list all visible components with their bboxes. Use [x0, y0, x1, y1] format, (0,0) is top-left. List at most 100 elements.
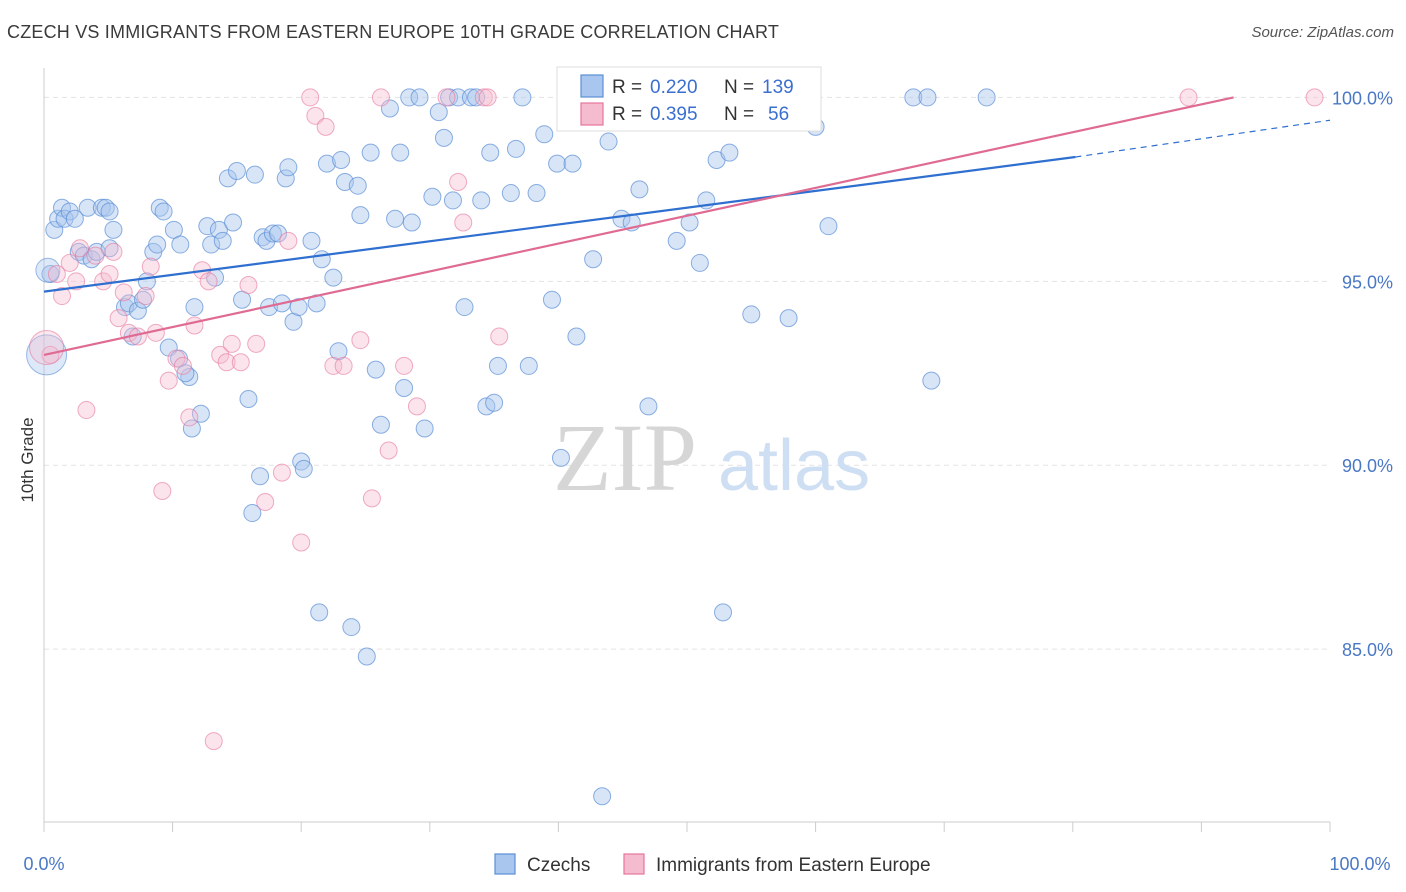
bottom-legend-czech: Czechs	[527, 855, 590, 876]
czech-point	[819, 217, 838, 236]
czech-point	[779, 309, 798, 328]
czech-point	[402, 213, 421, 232]
eastern-point	[316, 117, 335, 136]
czech-point	[391, 143, 410, 162]
czech-point	[148, 235, 167, 254]
czech-point	[922, 371, 941, 390]
czech-point	[78, 198, 97, 217]
eastern-point	[239, 276, 258, 295]
eastern-point	[478, 88, 497, 107]
czech-point	[485, 393, 504, 412]
legend-r-label-czech: R =	[612, 77, 642, 98]
bottom-legend-swatch-eastern	[623, 853, 645, 875]
legend-n-czech: 139	[762, 77, 794, 98]
czech-point	[423, 187, 442, 206]
eastern-points	[29, 88, 1324, 751]
eastern-point	[167, 349, 186, 368]
czech-point	[563, 154, 582, 173]
eastern-point	[217, 353, 236, 372]
eastern-point	[306, 106, 325, 125]
czech-point	[342, 618, 361, 637]
czech-point	[395, 378, 414, 397]
czech-point	[434, 128, 453, 147]
czech-point	[527, 184, 546, 203]
czech-point	[918, 88, 937, 107]
eastern-point	[204, 732, 223, 751]
czech-point	[612, 209, 631, 228]
czech-point	[348, 176, 367, 195]
czech-point	[443, 191, 462, 210]
czech-point	[317, 154, 336, 173]
chart-title: CZECH VS IMMIGRANTS FROM EASTERN EUROPE …	[7, 22, 780, 42]
czech-point	[410, 88, 429, 107]
eastern-point	[173, 356, 192, 375]
czech-point	[292, 452, 311, 471]
eastern-point	[100, 264, 119, 283]
czech-point	[455, 298, 474, 317]
czech-point	[289, 298, 308, 317]
czech-point	[904, 88, 923, 107]
czech-point	[185, 298, 204, 317]
eastern-point	[474, 88, 493, 107]
czech-point	[243, 504, 262, 523]
czech-point	[386, 209, 405, 228]
czech-point	[209, 220, 228, 239]
czech-point	[351, 206, 370, 225]
eastern-trend-line	[43, 96, 1234, 356]
czech-point	[279, 158, 298, 177]
czech-point	[45, 220, 64, 239]
y-tick-label: 85.0%	[1342, 640, 1393, 660]
eastern-point	[371, 88, 390, 107]
eastern-point	[199, 272, 218, 291]
czech-point	[366, 360, 385, 379]
legend-swatch-czech	[580, 74, 604, 98]
czech-point	[269, 224, 288, 243]
czech-point	[251, 467, 270, 486]
czech-point	[690, 253, 709, 272]
eastern-point	[67, 272, 86, 291]
czech-point	[567, 327, 586, 346]
czech-point	[501, 184, 520, 203]
czech-point	[302, 231, 321, 250]
czech-point	[224, 213, 243, 232]
eastern-point	[437, 88, 456, 107]
czech-point	[742, 305, 761, 324]
y-tick-label: 100.0%	[1332, 88, 1393, 108]
czech-point	[128, 301, 147, 320]
czech-point-cluster	[35, 257, 61, 283]
eastern-point	[77, 401, 96, 420]
eastern-point	[222, 334, 241, 353]
czech-point	[100, 202, 119, 221]
legend-r-czech: 0.220	[650, 77, 698, 98]
eastern-point	[60, 253, 79, 272]
eastern-point-cluster	[29, 330, 65, 366]
series-legend: Czechs Immigrants from Eastern Europe	[494, 853, 931, 876]
czech-trend-extension	[1075, 119, 1331, 158]
czech-point	[361, 143, 380, 162]
trend-lines	[43, 96, 1331, 356]
czech-point	[593, 787, 612, 806]
eastern-point	[47, 264, 66, 283]
czech-point	[171, 235, 190, 254]
eastern-point	[231, 353, 250, 372]
czech-point	[245, 165, 264, 184]
czech-point	[119, 294, 138, 313]
czech-point	[191, 404, 210, 423]
y-tick-label: 95.0%	[1342, 272, 1393, 292]
czech-point	[429, 103, 448, 122]
czech-point	[294, 459, 313, 478]
legend-n-label-czech: N =	[724, 77, 754, 98]
legend-r-eastern: 0.395	[650, 104, 698, 125]
x-tick-label-start: 0.0%	[23, 854, 64, 874]
czech-point	[371, 415, 390, 434]
eastern-point	[180, 408, 199, 427]
source-credit: Source: ZipAtlas.com	[1251, 24, 1394, 41]
eastern-point	[159, 371, 178, 390]
czech-point	[263, 224, 282, 243]
legend-r-label-eastern: R =	[612, 104, 642, 125]
eastern-point	[41, 345, 60, 364]
eastern-point	[256, 493, 275, 512]
czech-point	[310, 603, 329, 622]
axes	[43, 68, 1331, 832]
